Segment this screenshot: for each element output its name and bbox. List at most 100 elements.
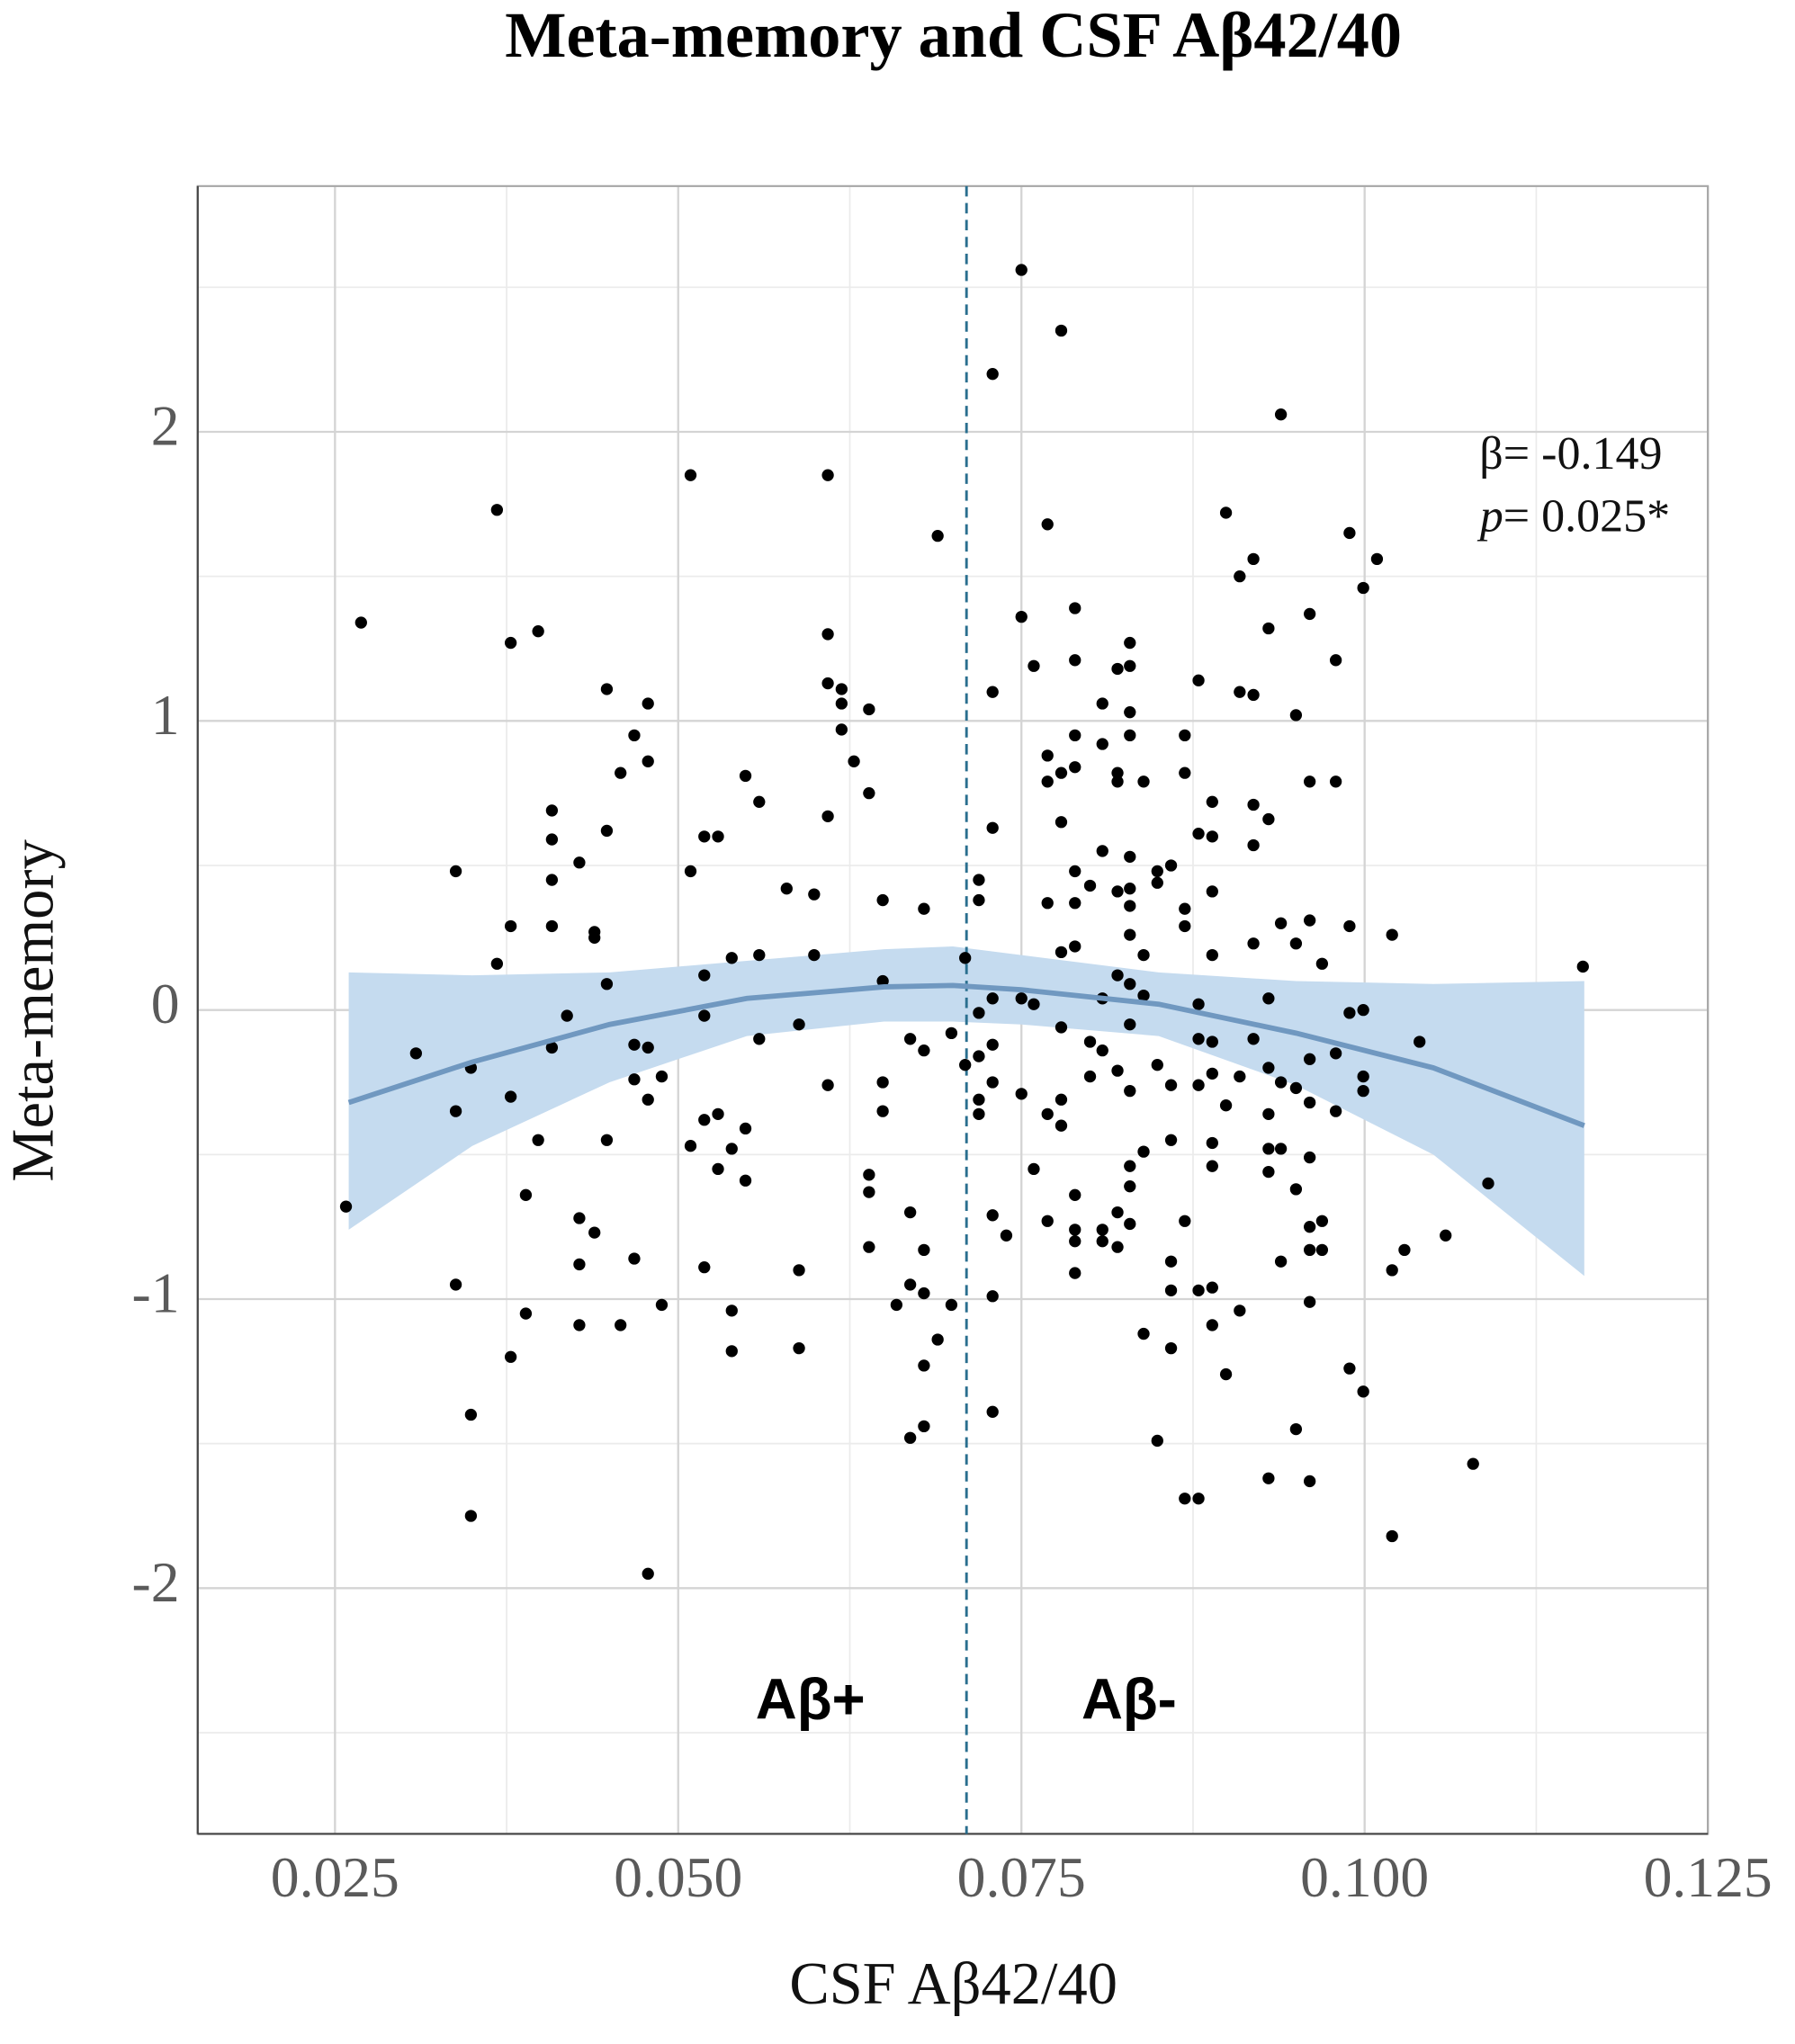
data-point — [698, 1009, 711, 1022]
data-point — [945, 1026, 958, 1040]
data-point — [1083, 1035, 1097, 1048]
data-point — [1192, 1079, 1205, 1091]
data-point — [1192, 1493, 1205, 1505]
data-point — [1069, 1267, 1081, 1279]
data-point — [1041, 749, 1054, 762]
marks-layer — [339, 185, 1589, 1834]
data-point — [1055, 1093, 1068, 1106]
data-point — [821, 1079, 834, 1091]
data-point — [918, 1420, 930, 1433]
p-value: = 0.025* — [1503, 490, 1670, 542]
data-point — [808, 888, 821, 901]
data-point — [903, 1278, 917, 1291]
data-point — [903, 1431, 917, 1444]
data-point — [1069, 865, 1081, 878]
data-point — [863, 1186, 875, 1198]
data-point — [1083, 1070, 1097, 1083]
data-point — [1343, 1362, 1356, 1375]
data-point — [1096, 1235, 1108, 1248]
data-point — [1274, 1255, 1288, 1268]
data-point — [1206, 885, 1218, 898]
data-point — [793, 1264, 805, 1277]
data-point — [1192, 1033, 1205, 1045]
data-point — [848, 755, 860, 767]
data-point — [890, 1298, 903, 1312]
data-point — [1151, 1059, 1163, 1071]
data-point — [1206, 1160, 1218, 1172]
data-point — [1247, 688, 1260, 702]
data-point — [1414, 1035, 1426, 1048]
data-point — [876, 1076, 889, 1089]
data-point — [1179, 1215, 1191, 1227]
data-point — [532, 1134, 544, 1146]
beta-annotation: β= -0.149 — [1479, 428, 1662, 480]
data-point — [1206, 1319, 1218, 1331]
data-point — [1111, 969, 1124, 982]
data-point — [1206, 1281, 1218, 1294]
data-point — [1000, 1229, 1013, 1242]
data-point — [973, 1093, 985, 1106]
data-point — [1206, 830, 1218, 843]
data-point — [545, 833, 559, 846]
data-point — [628, 1038, 641, 1051]
data-point — [588, 931, 601, 944]
data-point — [1069, 654, 1081, 667]
data-point — [1357, 1084, 1369, 1098]
data-point — [1179, 902, 1191, 915]
data-point — [1289, 709, 1303, 722]
data-point — [1386, 1264, 1398, 1277]
data-point — [600, 824, 614, 838]
data-point — [464, 1510, 478, 1522]
data-point — [1247, 552, 1260, 566]
data-point — [1041, 1107, 1054, 1120]
data-point — [739, 1174, 752, 1187]
data-point — [1357, 581, 1369, 595]
data-point — [712, 1162, 724, 1176]
data-point — [1206, 795, 1218, 808]
x-tick-label: 0.025 — [271, 1845, 399, 1909]
data-point — [1206, 1136, 1218, 1150]
data-point — [986, 368, 999, 381]
data-point — [1467, 1457, 1479, 1470]
data-point — [1192, 827, 1205, 840]
data-point — [1274, 1143, 1288, 1155]
data-point — [918, 902, 930, 915]
data-point — [1304, 1475, 1316, 1488]
group-label: Aβ+ — [756, 1668, 866, 1732]
data-point — [821, 677, 834, 690]
data-point — [1151, 865, 1163, 878]
data-point — [1015, 610, 1028, 623]
data-point — [986, 686, 999, 698]
y-tick-label: 1 — [151, 683, 180, 747]
data-point — [973, 893, 985, 907]
data-point — [519, 1188, 533, 1201]
data-point — [409, 1047, 422, 1060]
x-tick-label: 0.125 — [1644, 1845, 1773, 1909]
data-point — [545, 919, 559, 933]
data-point — [1069, 1224, 1081, 1236]
data-point — [339, 1200, 353, 1213]
data-point — [1124, 636, 1136, 650]
data-point — [753, 1033, 766, 1045]
data-point — [918, 1359, 930, 1372]
data-point — [1206, 1035, 1218, 1048]
data-point — [1164, 1079, 1178, 1091]
data-point — [1151, 1434, 1163, 1448]
data-point — [1234, 569, 1246, 583]
data-point — [1289, 1422, 1303, 1436]
data-point — [986, 992, 999, 1005]
data-point — [1111, 1241, 1124, 1253]
data-point — [642, 1041, 654, 1054]
data-point — [545, 1041, 559, 1054]
data-point — [1083, 879, 1097, 892]
data-point — [1041, 1215, 1054, 1227]
data-point — [698, 830, 711, 843]
data-point — [545, 874, 559, 886]
data-point — [808, 948, 821, 962]
data-point — [973, 1007, 985, 1019]
data-point — [1343, 1007, 1356, 1019]
data-point — [698, 969, 711, 982]
data-point — [918, 1286, 930, 1300]
data-point — [1111, 885, 1124, 898]
data-point — [1262, 1107, 1275, 1120]
